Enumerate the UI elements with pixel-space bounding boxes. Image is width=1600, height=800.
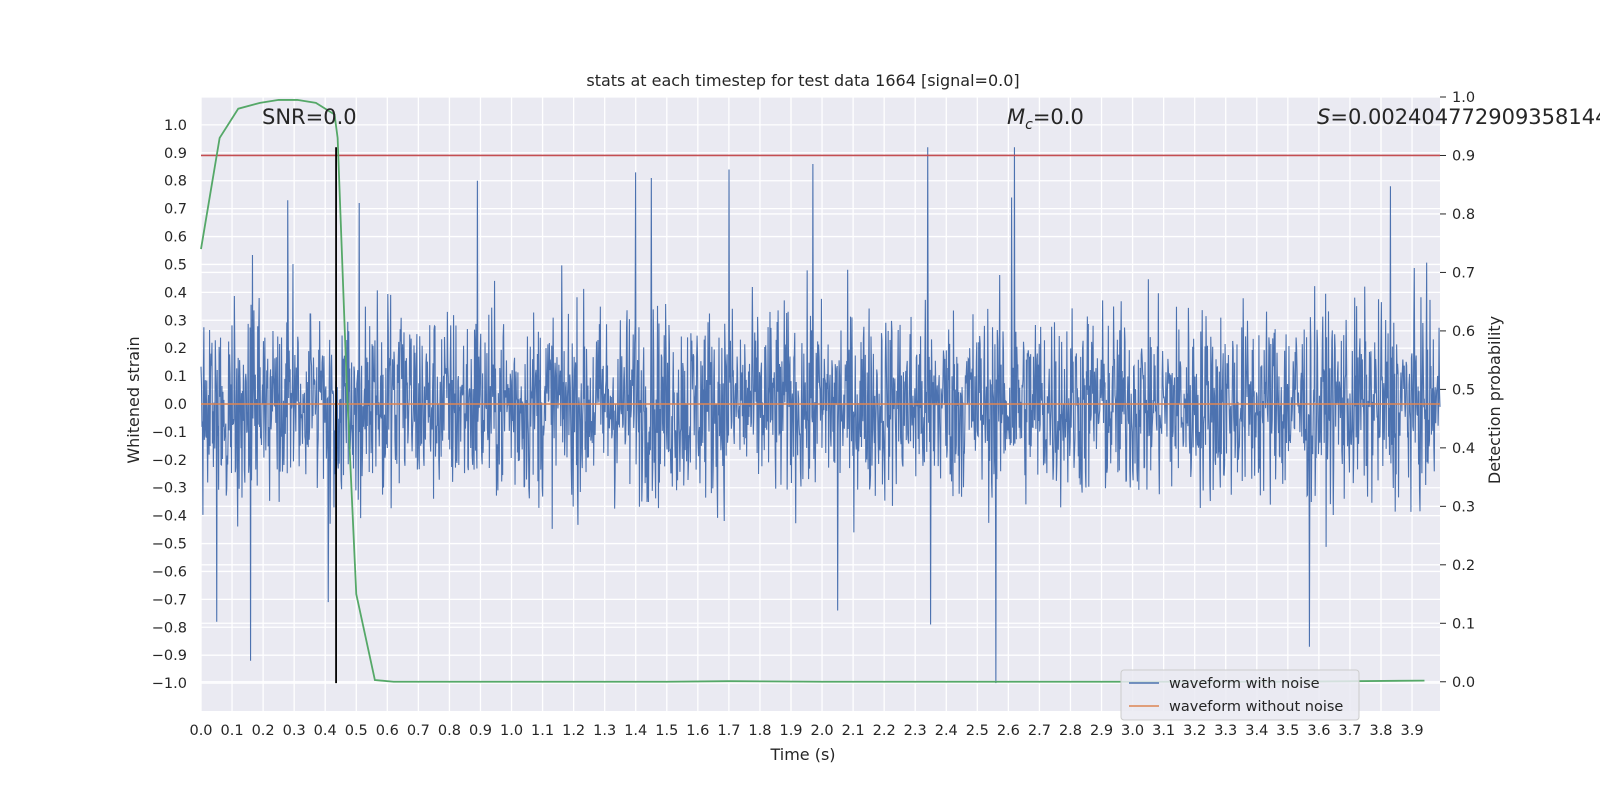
x-tick-label: 1.7: [717, 723, 740, 739]
y-tick-label: 0.1: [164, 369, 187, 385]
x-tick-label: 0.0: [189, 723, 212, 739]
y2-tick-label: 0.6: [1452, 324, 1475, 340]
y-tick-label: 0.2: [164, 341, 187, 357]
y-tick-label: −0.7: [152, 592, 187, 608]
x-tick-label: 3.7: [1338, 723, 1361, 739]
y2-tick-label: 0.2: [1452, 558, 1475, 574]
y-tick-label: −0.2: [152, 453, 187, 469]
snr-annotation: SNR=0.0: [262, 105, 357, 129]
x-tick-label: 3.1: [1152, 723, 1175, 739]
x-tick-label: 0.7: [407, 723, 430, 739]
y-tick-label: −1.0: [152, 676, 187, 692]
x-tick-label: 2.7: [1028, 723, 1051, 739]
legend: waveform with noise waveform without noi…: [1120, 669, 1360, 721]
y-tick-label: 0.8: [164, 174, 187, 190]
x-tick-label: 3.4: [1245, 723, 1268, 739]
x-tick-label: 0.8: [438, 723, 461, 739]
chirp-mass-subscript: c: [1025, 117, 1033, 133]
legend-label-noise: waveform with noise: [1169, 676, 1320, 692]
y2-tick-label: 1.0: [1452, 90, 1475, 106]
y2-tick-label: 0.9: [1452, 148, 1475, 164]
series-detection-probability: [200, 99, 1425, 683]
s-value: =0.0024047729093581445: [1330, 105, 1600, 129]
chirp-mass-symbol: M: [1007, 105, 1025, 129]
x-tick-label: 0.2: [252, 723, 275, 739]
y-tick-label: 0.9: [164, 146, 187, 162]
y-tick-label: 0.3: [164, 313, 187, 329]
x-tick-label: 2.9: [1090, 723, 1113, 739]
s-symbol: S: [1317, 105, 1330, 129]
chart-title: stats at each timestep for test data 166…: [586, 71, 1019, 90]
y2-tick-label: 0.1: [1452, 616, 1475, 632]
x-tick-label: 0.5: [345, 723, 368, 739]
x-tick-label: 3.8: [1369, 723, 1392, 739]
x-tick-label: 1.4: [624, 723, 647, 739]
x-tick-label: 0.6: [376, 723, 399, 739]
y2-tick-label: 0.5: [1452, 382, 1475, 398]
x-tick-label: 1.5: [655, 723, 678, 739]
y-tick-label: −0.1: [152, 425, 187, 441]
x-tick-label: 1.1: [531, 723, 554, 739]
chirp-mass-value: =0.0: [1033, 105, 1084, 129]
y-tick-label: 0.5: [164, 257, 187, 273]
y-tick-label: 0.4: [164, 285, 187, 301]
y-tick-label: −0.5: [152, 537, 187, 553]
x-tick-label: 3.2: [1183, 723, 1206, 739]
x-tick-label: 3.0: [1121, 723, 1144, 739]
s-annotation: S=0.0024047729093581445: [1317, 105, 1600, 129]
x-axis-ticks: 0.0 0.1 0.2 0.3 0.4 0.5 0.6 0.7 0.8 0.9 1.0 1.1 1.2 1…: [189, 723, 1423, 739]
x-tick-label: 2.2: [873, 723, 896, 739]
y2-tick-label: 0.3: [1452, 499, 1475, 515]
x-tick-label: 3.9: [1401, 723, 1424, 739]
legend-box: [1120, 669, 1360, 721]
y-tick-label: 0.7: [164, 202, 187, 218]
x-tick-label: 1.2: [562, 723, 585, 739]
x-tick-label: 0.1: [221, 723, 244, 739]
x-tick-label: 2.4: [935, 723, 958, 739]
x-tick-label: 0.9: [469, 723, 492, 739]
probability-line-path: [200, 99, 1425, 683]
legend-label-clean: waveform without noise: [1169, 699, 1343, 715]
y-tick-label: 0.6: [164, 230, 187, 246]
x-tick-label: 0.4: [314, 723, 337, 739]
x-tick-label: 2.8: [1059, 723, 1082, 739]
y-tick-label: −0.3: [152, 481, 187, 497]
chirp-mass-annotation: Mc=0.0: [1007, 105, 1084, 133]
x-tick-label: 2.1: [842, 723, 865, 739]
x-tick-label: 2.5: [966, 723, 989, 739]
y-axis-left-ticks: 1.0 0.9 0.8 0.7 0.6 0.5 0.4 0.3 0.2 0.1 0.0 −0.1 −0.…: [152, 118, 187, 692]
x-tick-label: 2.0: [811, 723, 834, 739]
y-tick-label: −0.8: [152, 620, 187, 636]
x-tick-label: 1.9: [779, 723, 802, 739]
x-tick-label: 2.3: [904, 723, 927, 739]
y-axis-right-ticks: 1.0 0.9 0.8 0.7 0.6 0.5 0.4 0.3 0.2 0.1 0.0: [1440, 90, 1475, 691]
x-tick-label: 1.3: [593, 723, 616, 739]
x-tick-label: 1.0: [500, 723, 523, 739]
x-tick-label: 1.8: [748, 723, 771, 739]
x-tick-label: 3.6: [1307, 723, 1330, 739]
y-tick-label: −0.9: [152, 648, 187, 664]
x-tick-label: 1.6: [686, 723, 709, 739]
noise-waveform-path: [200, 147, 1441, 684]
x-tick-label: 0.3: [283, 723, 306, 739]
y2-axis-label: Detection probability: [1485, 316, 1504, 484]
y-axis-label: Whitened strain: [124, 336, 143, 463]
x-tick-label: 2.6: [997, 723, 1020, 739]
x-axis-label: Time (s): [769, 745, 835, 764]
y2-tick-label: 0.0: [1452, 675, 1475, 691]
y-tick-label: −0.4: [152, 509, 187, 525]
series-waveform-with-noise: [200, 147, 1441, 684]
x-tick-label: 3.5: [1276, 723, 1299, 739]
y2-tick-label: 0.7: [1452, 265, 1475, 281]
y2-tick-label: 0.4: [1452, 441, 1475, 457]
y-tick-label: 0.0: [164, 397, 187, 413]
y-tick-label: −0.6: [152, 564, 187, 580]
y-tick-label: 1.0: [164, 118, 187, 134]
x-tick-label: 3.3: [1214, 723, 1237, 739]
y2-tick-label: 0.8: [1452, 207, 1475, 223]
